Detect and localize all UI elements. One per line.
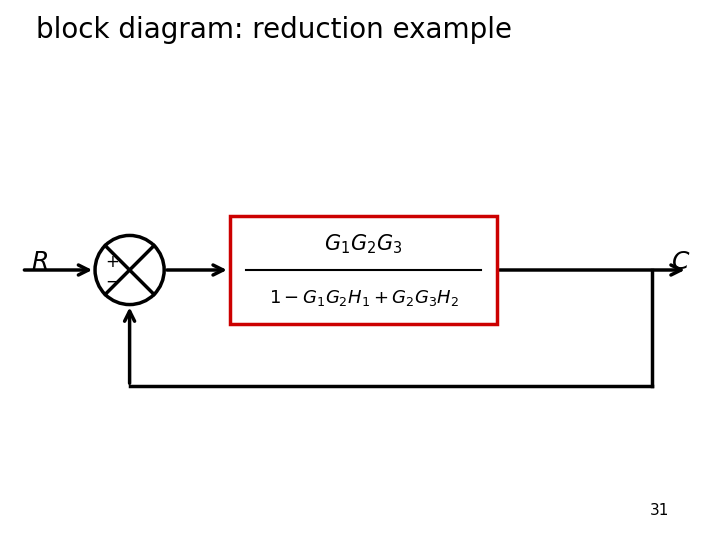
Text: block diagram: reduction example: block diagram: reduction example bbox=[36, 16, 512, 44]
Text: 31: 31 bbox=[650, 503, 670, 518]
Text: +: + bbox=[105, 253, 120, 271]
Text: $G_1G_2G_3$: $G_1G_2G_3$ bbox=[325, 232, 402, 256]
Text: $R$: $R$ bbox=[31, 250, 48, 274]
Bar bbox=[230, 216, 497, 324]
Text: $1-G_1G_2H_1+G_2G_3H_2$: $1-G_1G_2H_1+G_2G_3H_2$ bbox=[269, 288, 459, 308]
Text: −: − bbox=[105, 273, 120, 291]
Text: $C$: $C$ bbox=[671, 250, 690, 274]
